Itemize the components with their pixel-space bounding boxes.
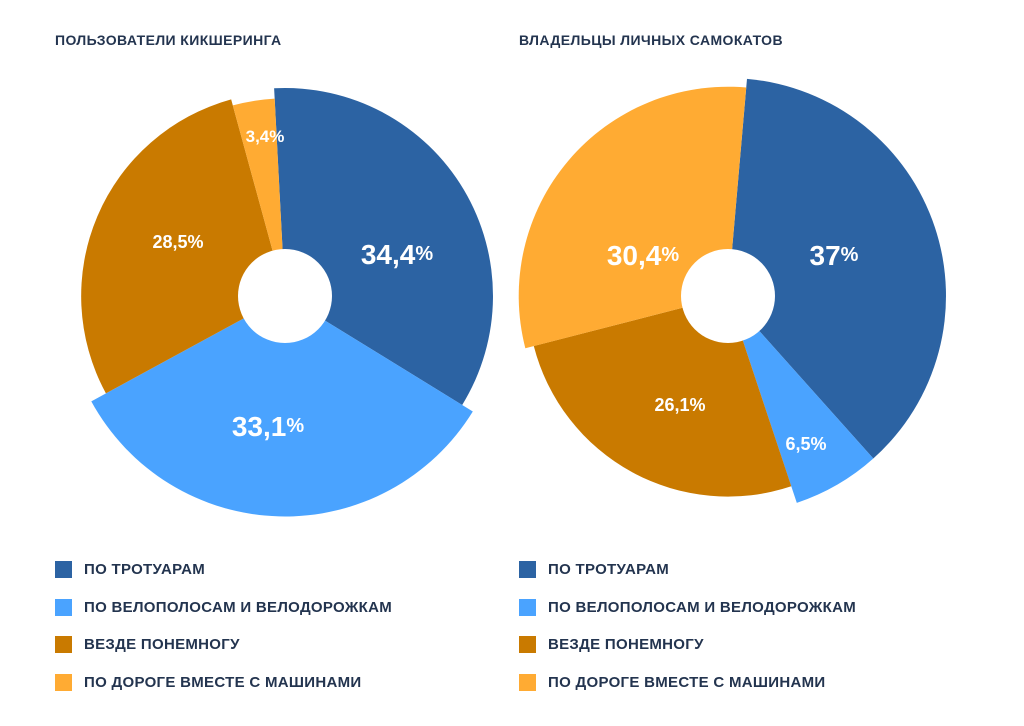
legend-item-road: ПО ДОРОГЕ ВМЕСТЕ С МАШИНАМИ [55, 664, 392, 702]
legend-label: ПО ТРОТУАРАМ [548, 561, 670, 579]
slice-label-road: 3,4% [246, 127, 285, 146]
legend-label: ПО ВЕЛОПОЛОСАМ И ВЕЛОДОРОЖКАМ [548, 598, 857, 616]
pie-slice-everywhere [533, 296, 792, 497]
chart-title-kicksharing: ПОЛЬЗОВАТЕЛИ КИКШЕРИНГА [55, 32, 282, 48]
legend-item-everywhere: ВЕЗДЕ ПОНЕМНОГУ [55, 626, 392, 664]
legend-kicksharing: ПО ТРОТУАРАМ ПО ВЕЛОПОЛОСАМ И ВЕЛОДОРОЖК… [55, 551, 392, 701]
slice-label-everywhere: 28,5% [152, 232, 203, 252]
pie-slice-bikelane [91, 296, 473, 517]
legend-label: ПО ВЕЛОПОЛОСАМ И ВЕЛОДОРОЖКАМ [84, 598, 393, 616]
pie-slice-bikelane [728, 296, 874, 503]
chart-title-private-scooters: ВЛАДЕЛЬЦЫ ЛИЧНЫХ САМОКАТОВ [519, 32, 783, 48]
legend-swatch-sidewalk [55, 561, 72, 579]
legend-swatch-bikelane [55, 598, 72, 616]
legend-swatch-road [519, 673, 536, 691]
pie-slice-sidewalk [728, 78, 946, 459]
slice-label-bikelane: 6,5% [785, 434, 826, 454]
legend-swatch-everywhere [519, 636, 536, 654]
slice-label-road: 30,4% [607, 240, 680, 271]
pie-slice-everywhere [81, 99, 286, 394]
slice-label-bikelane: 33,1% [232, 411, 305, 442]
pie-slice-sidewalk [274, 88, 493, 405]
legend-swatch-everywhere [55, 636, 72, 654]
slice-label-everywhere: 26,1% [654, 395, 705, 415]
legend-private-scooters: ПО ТРОТУАРАМ ПО ВЕЛОПОЛОСАМ И ВЕЛОДОРОЖК… [519, 551, 856, 701]
legend-item-bikelane: ПО ВЕЛОПОЛОСАМ И ВЕЛОДОРОЖКАМ [55, 589, 392, 627]
legend-item-bikelane: ПО ВЕЛОПОЛОСАМ И ВЕЛОДОРОЖКАМ [519, 589, 856, 627]
slice-label-sidewalk: 34,4% [361, 239, 434, 270]
donut-hole [681, 249, 775, 343]
legend-label: ВЕЗДЕ ПОНЕМНОГУ [84, 636, 240, 654]
legend-label: ПО ТРОТУАРАМ [84, 561, 206, 579]
legend-label: ПО ДОРОГЕ ВМЕСТЕ С МАШИНАМИ [84, 673, 362, 691]
pie-kicksharing: 34,4% 33,1% 28,5% 3,4% [81, 88, 493, 517]
legend-item-sidewalk: ПО ТРОТУАРАМ [55, 551, 392, 589]
donut-hole [238, 249, 332, 343]
legend-item-everywhere: ВЕЗДЕ ПОНЕМНОГУ [519, 626, 856, 664]
legend-swatch-sidewalk [519, 561, 536, 579]
legend-label: ВЕЗДЕ ПОНЕМНОГУ [548, 636, 704, 654]
pie-slice-road [232, 98, 285, 296]
legend-label: ПО ДОРОГЕ ВМЕСТЕ С МАШИНАМИ [548, 673, 826, 691]
pie-private-scooters: 37% 6,5% 26,1% 30,4% [518, 78, 946, 503]
legend-swatch-bikelane [519, 598, 536, 616]
pie-charts: 34,4% 33,1% 28,5% 3,4% 37% 6,5% 26,1% 30,4% [81, 78, 946, 517]
slice-label-sidewalk: 37% [810, 240, 859, 271]
legend-item-road: ПО ДОРОГЕ ВМЕСТЕ С МАШИНАМИ [519, 664, 856, 702]
legend-swatch-road [55, 673, 72, 691]
legend-item-sidewalk: ПО ТРОТУАРАМ [519, 551, 856, 589]
